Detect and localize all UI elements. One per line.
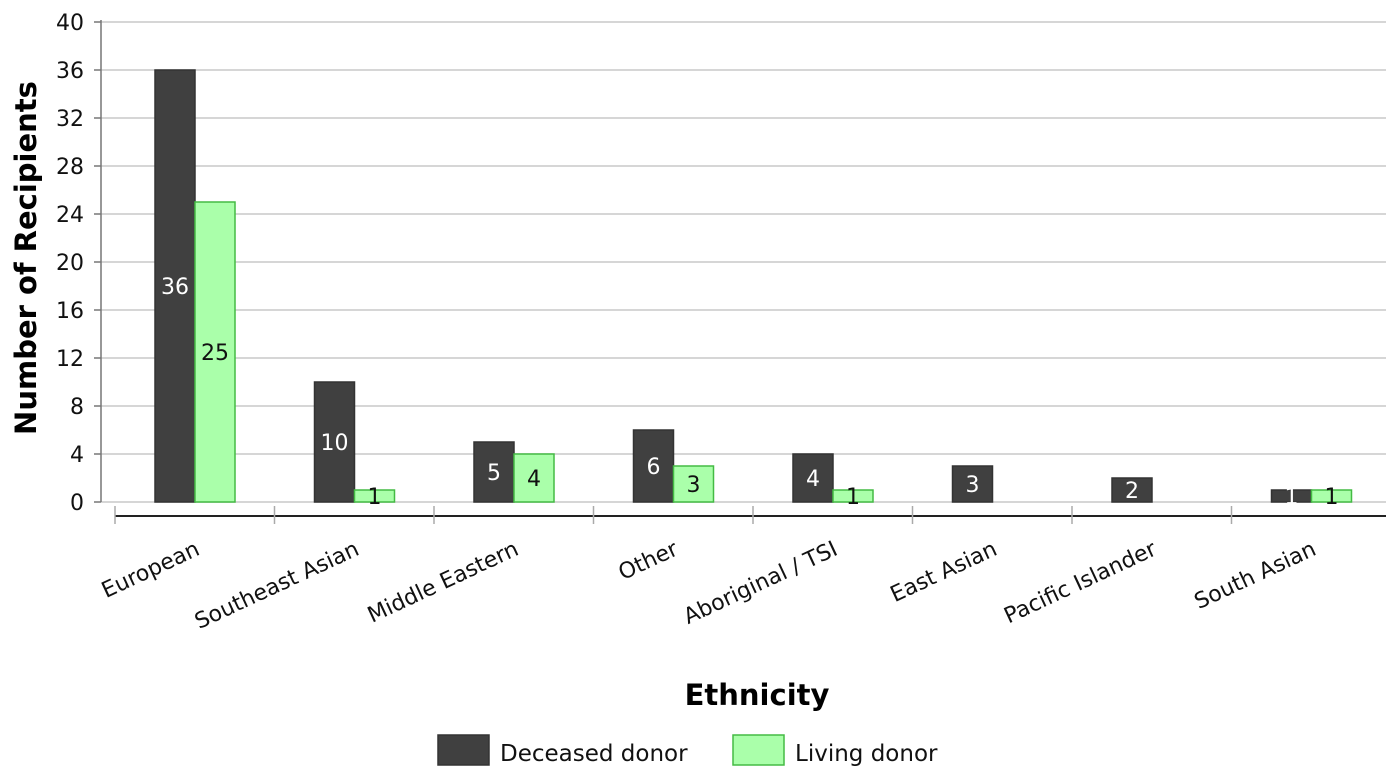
data-label: 3	[687, 473, 701, 498]
data-label: 1	[1285, 485, 1299, 510]
bar-deceased	[473, 441, 515, 503]
category-label: Aboriginal / TSI	[680, 537, 842, 630]
bar-deceased	[1111, 477, 1153, 503]
legend-swatch	[732, 734, 785, 766]
y-tick-label: 24	[56, 203, 84, 228]
category-label: Pacific Islander	[1000, 536, 1161, 629]
y-tick-label: 8	[70, 395, 84, 420]
legend: Deceased donor Living donor	[437, 734, 938, 767]
legend-swatch	[437, 734, 490, 766]
y-axis: 0 4 8 12 16 20 24 28 32 36 40	[56, 11, 102, 516]
bar-deceased	[632, 429, 675, 503]
legend-label: Living donor	[795, 741, 938, 767]
bar-living	[194, 201, 236, 503]
category-label: East Asian	[887, 537, 1001, 608]
bar-deceased	[313, 381, 356, 503]
grid-lines	[101, 21, 1386, 503]
data-label: 4	[527, 467, 541, 492]
bar-living	[353, 489, 396, 503]
category-label: South Asian	[1191, 537, 1320, 615]
data-label: 1	[846, 485, 860, 510]
data-label: 6	[647, 455, 661, 480]
data-label: 4	[806, 467, 820, 492]
y-tick-label: 32	[56, 107, 84, 132]
bar-deceased	[951, 465, 994, 503]
bar-living	[832, 489, 874, 503]
data-label: 25	[201, 341, 229, 366]
y-tick-label: 16	[56, 299, 84, 324]
y-tick-label: 36	[56, 59, 84, 84]
y-tick-label: 40	[56, 11, 84, 36]
category-label: Other	[615, 536, 683, 585]
x-axis-title: Ethnicity	[685, 678, 830, 712]
bar-living	[1310, 489, 1353, 503]
y-tick-label: 28	[56, 155, 84, 180]
bar-living	[672, 465, 715, 503]
data-label: 1	[368, 485, 382, 510]
bars: 36 25 10 1 5 4 6 3 4 1 3 2 1 1	[154, 69, 1353, 510]
y-tick-label: 0	[70, 491, 84, 516]
legend-label: Deceased donor	[500, 741, 688, 767]
data-label: 3	[966, 473, 980, 498]
y-axis-title: Number of Recipients	[9, 81, 43, 435]
y-tick-label: 20	[56, 251, 84, 276]
data-label: 2	[1125, 479, 1139, 504]
bar-living	[513, 453, 555, 503]
category-label: Middle Eastern	[364, 537, 523, 629]
data-label: 36	[161, 275, 189, 300]
data-label: 5	[487, 461, 501, 486]
category-label: Southeast Asian	[191, 537, 363, 635]
data-label: 10	[321, 431, 349, 456]
category-label: European	[98, 537, 204, 604]
y-tick-label: 12	[56, 347, 84, 372]
bar-deceased	[792, 453, 834, 503]
data-label: 1	[1325, 485, 1339, 510]
y-tick-label: 4	[70, 443, 84, 468]
bar-deceased	[154, 69, 196, 503]
